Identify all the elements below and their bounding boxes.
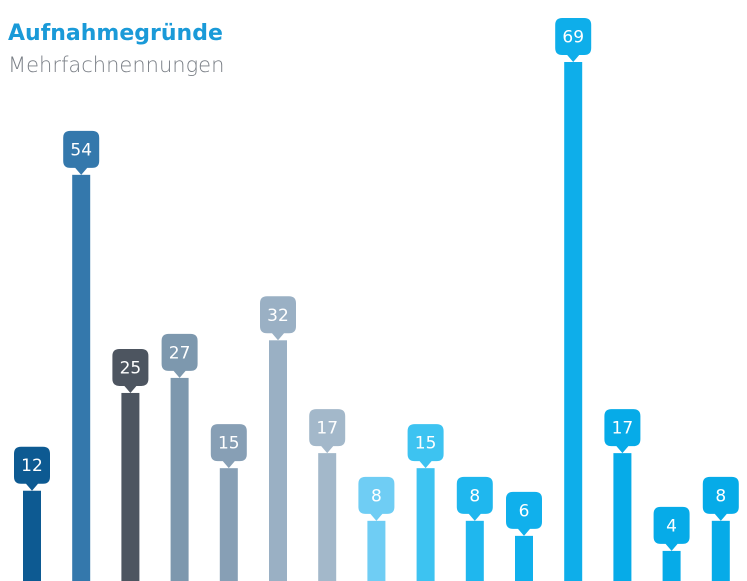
label-box [161, 333, 198, 378]
label-box [506, 491, 542, 536]
value-label: 17 [316, 419, 338, 439]
value-label: 4 [666, 516, 677, 536]
value-label: 25 [120, 358, 142, 378]
label-box [456, 476, 493, 521]
chart-title: Aufnahmegründe [8, 21, 223, 46]
bar [318, 453, 337, 581]
bar [23, 490, 41, 581]
bar [711, 520, 730, 581]
value-label: 6 [519, 501, 530, 521]
value-label: 69 [562, 28, 584, 48]
bar [515, 535, 533, 581]
value-label: 15 [415, 434, 437, 454]
value-label: 27 [169, 343, 191, 363]
label-box [63, 130, 100, 175]
bar [662, 550, 681, 581]
label-box [309, 409, 346, 454]
label-box [653, 506, 690, 551]
label-box [702, 476, 739, 521]
bar [613, 453, 632, 581]
bar [465, 520, 484, 581]
bar [121, 392, 140, 581]
bar [416, 468, 435, 581]
value-label: 8 [371, 486, 382, 506]
value-label: 15 [218, 434, 240, 454]
label-box [210, 424, 247, 469]
value-label: 32 [267, 306, 289, 326]
bar [269, 340, 287, 581]
label-box [260, 296, 296, 341]
chart-subtitle: Mehrfachnennungen [8, 53, 224, 77]
label-box [555, 18, 592, 62]
value-label: 17 [612, 419, 634, 439]
bar [72, 174, 91, 581]
value-label: 12 [21, 456, 43, 476]
value-label: 8 [469, 486, 480, 506]
label-box [407, 424, 444, 469]
value-label: 8 [715, 486, 726, 506]
bar [219, 468, 238, 581]
bar [170, 377, 189, 581]
label-box [112, 348, 149, 393]
value-label: 54 [70, 140, 92, 160]
label-box [14, 446, 50, 491]
label-box [358, 476, 395, 521]
bar [367, 520, 386, 581]
bar [564, 62, 583, 581]
label-box [604, 409, 641, 454]
